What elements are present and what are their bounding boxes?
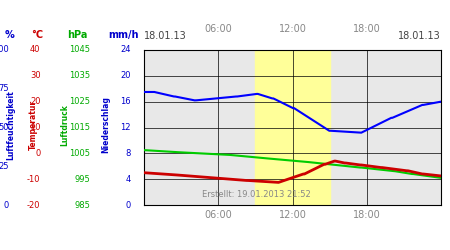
Text: 16: 16	[120, 97, 130, 106]
Text: -20: -20	[27, 200, 40, 209]
Text: 12:00: 12:00	[279, 24, 306, 34]
Text: 985: 985	[74, 200, 90, 209]
Text: 20: 20	[120, 71, 130, 80]
Text: 0: 0	[125, 200, 130, 209]
Text: Niederschlag: Niederschlag	[101, 96, 110, 154]
Text: 1005: 1005	[69, 149, 90, 158]
Text: 10: 10	[30, 123, 40, 132]
Text: hPa: hPa	[68, 30, 88, 40]
Text: 12: 12	[120, 123, 130, 132]
Text: Luftdruck: Luftdruck	[61, 104, 70, 146]
Text: Luftfeuchtigkeit: Luftfeuchtigkeit	[7, 90, 16, 160]
Text: 0: 0	[35, 149, 40, 158]
Text: 1035: 1035	[69, 71, 90, 80]
Text: °C: °C	[32, 30, 44, 40]
Text: 4: 4	[125, 175, 130, 184]
Text: 0: 0	[4, 200, 9, 209]
Text: 1045: 1045	[69, 46, 90, 54]
Text: %: %	[4, 30, 14, 40]
Bar	[256, 50, 329, 205]
Text: 25: 25	[0, 162, 9, 171]
Text: -10: -10	[27, 175, 40, 184]
Text: mm/h: mm/h	[108, 30, 139, 40]
Text: 50: 50	[0, 123, 9, 132]
Text: Temperatur: Temperatur	[29, 100, 38, 150]
Text: 40: 40	[30, 46, 40, 54]
Text: 24: 24	[120, 46, 130, 54]
Text: 30: 30	[30, 71, 40, 80]
Text: 18.01.13: 18.01.13	[144, 31, 187, 41]
Text: 1025: 1025	[69, 97, 90, 106]
Text: Erstellt: 19.01.2013 21:52: Erstellt: 19.01.2013 21:52	[202, 190, 311, 199]
Text: 75: 75	[0, 84, 9, 93]
Text: 20: 20	[30, 97, 40, 106]
Text: 995: 995	[74, 175, 90, 184]
Text: 1015: 1015	[69, 123, 90, 132]
Text: 8: 8	[125, 149, 130, 158]
Text: 18:00: 18:00	[353, 24, 381, 34]
Text: 18.01.13: 18.01.13	[398, 31, 441, 41]
Text: 06:00: 06:00	[204, 24, 232, 34]
Text: 100: 100	[0, 46, 9, 54]
